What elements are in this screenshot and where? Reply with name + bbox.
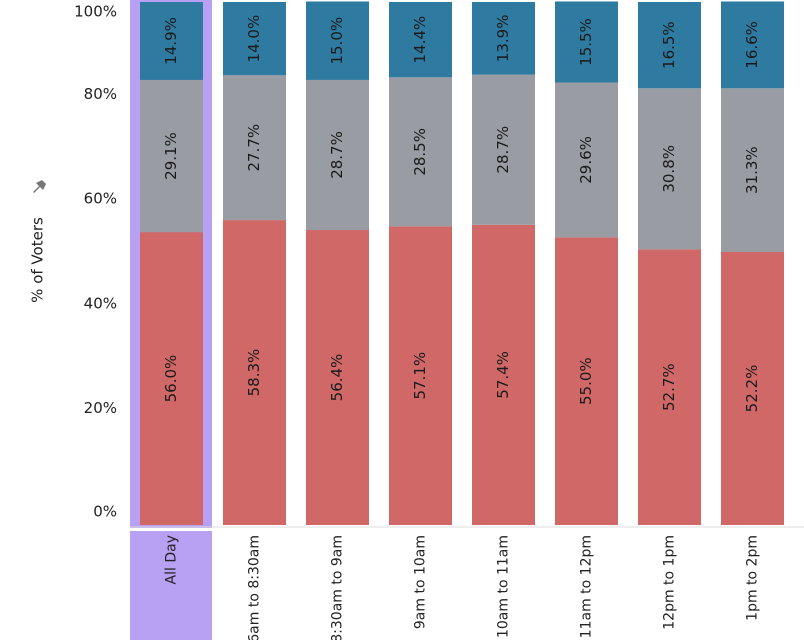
value-label: 14.4% [411, 16, 429, 64]
value-label: 15.5% [577, 18, 595, 66]
bar-segment [306, 1, 369, 80]
bar-segment [555, 82, 618, 238]
value-label: 14.9% [162, 17, 180, 65]
bar-segment [721, 251, 784, 525]
bar-segment [389, 77, 452, 227]
bar-segment [472, 74, 535, 225]
y-tick-label: 0% [93, 503, 117, 521]
pin-icon [33, 180, 46, 193]
bar-segment [389, 2, 452, 78]
x-tick-label: 8:30am to 9am [330, 535, 346, 640]
value-label: 28.7% [328, 131, 346, 179]
x-tick-label: 1pm to 2pm [745, 535, 761, 621]
bar-segment [638, 249, 701, 525]
bar-segment [140, 79, 203, 233]
value-label: 55.0% [577, 357, 595, 405]
y-tick-label: 100% [74, 3, 117, 21]
y-tick-label: 80% [84, 85, 117, 103]
value-label: 27.7% [245, 124, 263, 172]
value-label: 56.0% [162, 355, 180, 403]
value-label: 57.1% [411, 352, 429, 400]
x-tick-label: 9am to 10am [413, 535, 429, 629]
value-label: 31.3% [743, 146, 761, 194]
x-tick-label: 6am to 8:30am [247, 535, 263, 640]
value-label: 14.0% [245, 15, 263, 63]
value-label: 58.3% [245, 349, 263, 397]
value-label: 56.4% [328, 354, 346, 402]
bar-segment [472, 2, 535, 75]
x-tick-label: 10am to 11am [496, 535, 512, 638]
y-axis-label: % of Voters [29, 217, 47, 303]
value-label: 29.6% [577, 136, 595, 184]
x-tick-label: 11am to 12pm [579, 535, 595, 638]
bar-segment [306, 230, 369, 525]
highlight-cell [130, 531, 212, 640]
bar-segment [223, 220, 286, 525]
bar-segment [223, 75, 286, 221]
bar-segment [638, 88, 701, 250]
value-label: 30.8% [660, 145, 678, 193]
bar-segment [140, 2, 203, 80]
bar-segment [555, 237, 618, 525]
bar-segment [389, 226, 452, 525]
y-tick-label: 20% [84, 399, 117, 417]
bar-segment [140, 232, 203, 525]
bar-segment [721, 1, 784, 89]
value-label: 16.6% [743, 21, 761, 69]
value-label: 15.0% [328, 17, 346, 65]
bar-segment [472, 224, 535, 525]
bar-segment [721, 88, 784, 252]
value-label: 16.5% [660, 21, 678, 69]
y-tick-label: 40% [84, 294, 117, 312]
value-label: 28.7% [494, 126, 512, 174]
bar-segment [555, 1, 618, 83]
bar-segment [638, 2, 701, 89]
bar-segment [223, 2, 286, 76]
value-label: 52.7% [660, 363, 678, 411]
value-label: 57.4% [494, 351, 512, 399]
value-label: 52.2% [743, 365, 761, 413]
x-tick-label: 12pm to 1pm [662, 535, 678, 630]
y-tick-label: 60% [84, 190, 117, 208]
value-label: 28.5% [411, 128, 429, 176]
value-label: 29.1% [162, 132, 180, 180]
bar-segment [306, 79, 369, 231]
value-label: 13.9% [494, 15, 512, 63]
x-tick-label: All Day [164, 535, 180, 584]
